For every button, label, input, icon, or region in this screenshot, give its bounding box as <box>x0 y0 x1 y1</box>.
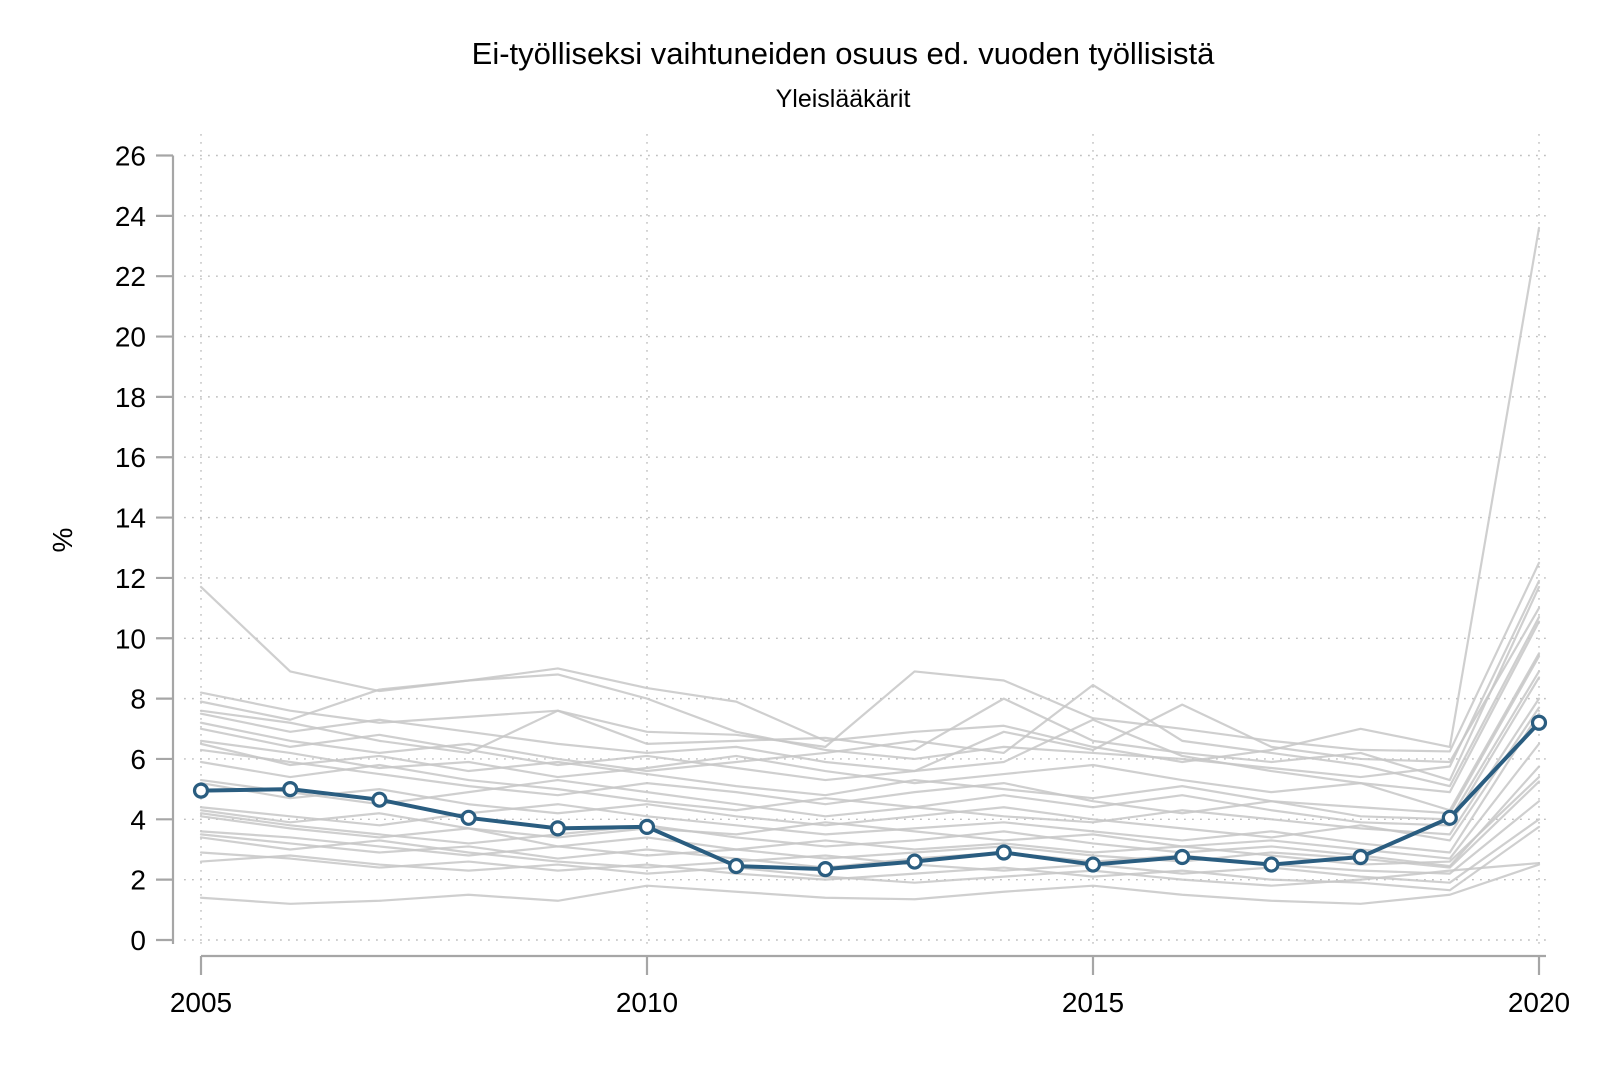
data-point-marker <box>192 782 210 799</box>
y-tick-label: 6 <box>130 744 146 775</box>
y-tick-label: 8 <box>130 684 146 715</box>
background-series-lines <box>199 226 1541 905</box>
background-series-polyline <box>199 585 1541 782</box>
background-series-polyline <box>199 676 1541 827</box>
y-tick-label: 16 <box>115 442 146 473</box>
background-series-polyline <box>199 712 1541 854</box>
y-tick-label: 0 <box>130 925 146 956</box>
x-tick-label: 2020 <box>1508 987 1570 1018</box>
data-point-marker <box>1174 848 1191 866</box>
background-series-polyline <box>199 825 1541 892</box>
background-series-polyline <box>199 652 1541 812</box>
data-point-marker <box>549 820 566 837</box>
background-series-polyline <box>199 620 1541 794</box>
y-tick-label: 12 <box>115 563 146 594</box>
y-tick-label: 14 <box>115 503 146 534</box>
background-series-polyline <box>199 606 1541 773</box>
data-point-marker <box>282 781 299 798</box>
y-tick-label: 22 <box>115 261 146 292</box>
data-point-marker <box>1263 856 1280 873</box>
background-series-polyline <box>199 697 1541 836</box>
chart-subtitle: Yleislääkärit <box>776 85 911 113</box>
background-series-polyline <box>199 670 1541 821</box>
highlight-series-line <box>192 714 1548 878</box>
data-point-marker <box>1530 714 1548 731</box>
background-series-polyline <box>199 742 1541 860</box>
chart-title: Ei-työlliseksi vaihtuneiden osuus ed. vu… <box>472 36 1215 71</box>
background-series-polyline <box>199 863 1541 905</box>
data-point-marker <box>1084 856 1102 873</box>
highlight-series-polyline <box>199 720 1541 872</box>
background-series-polyline <box>199 616 1541 788</box>
y-tick-label: 2 <box>130 865 146 896</box>
x-tick-label: 2015 <box>1062 987 1124 1018</box>
y-tick-label: 10 <box>115 623 146 654</box>
data-point-marker <box>460 809 477 826</box>
data-point-marker <box>1441 809 1458 826</box>
y-tick-label: 20 <box>115 322 146 353</box>
background-series-polyline <box>199 561 1541 753</box>
background-series-polyline <box>199 655 1541 815</box>
background-series-polyline <box>199 800 1541 875</box>
data-point-marker <box>371 791 388 808</box>
background-series-polyline <box>199 854 1541 887</box>
background-series-polyline <box>199 706 1541 842</box>
y-tick-label: 18 <box>115 382 146 413</box>
y-tick-label: 4 <box>130 804 146 835</box>
background-series-polyline <box>199 226 1541 764</box>
y-axis-label: % <box>47 528 78 553</box>
background-series-polyline <box>199 818 1541 884</box>
data-point-marker <box>1352 848 1369 866</box>
background-series-polyline <box>199 579 1541 779</box>
y-tick-label: 24 <box>115 201 146 232</box>
gridlines <box>184 134 1546 948</box>
background-series-polyline <box>199 765 1541 868</box>
data-point-marker <box>728 857 745 875</box>
y-tick-label: 26 <box>115 141 146 172</box>
x-tick-label: 2010 <box>616 987 678 1018</box>
x-tick-label: 2005 <box>170 987 232 1018</box>
data-point-marker <box>995 844 1012 861</box>
data-point-marker <box>817 860 834 878</box>
axes <box>156 154 1546 975</box>
data-point-marker <box>906 853 923 870</box>
background-series-polyline <box>199 780 1541 869</box>
data-point-marker <box>638 818 656 835</box>
